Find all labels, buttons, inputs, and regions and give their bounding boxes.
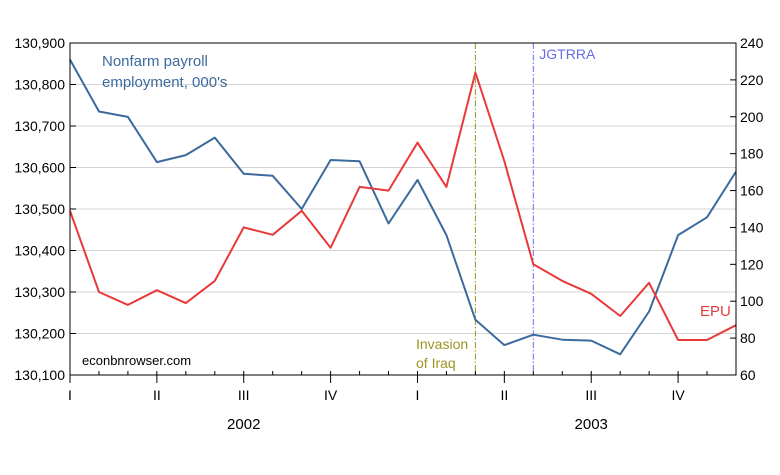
right-tick-label: 180 — [740, 146, 764, 162]
x-quarter-label: IV — [671, 387, 685, 403]
right-tick-label: 140 — [740, 219, 764, 235]
right-tick-label: 240 — [740, 35, 764, 51]
left-tick-label: 130,100 — [14, 367, 65, 383]
right-tick-label: 200 — [740, 109, 764, 125]
left-tick-label: 130,700 — [14, 118, 65, 134]
left-tick-label: 130,400 — [14, 243, 65, 259]
right-tick-label: 60 — [740, 367, 756, 383]
series-lines — [69, 59, 737, 356]
left-tick-label: 130,900 — [14, 35, 65, 51]
series-line — [69, 59, 737, 356]
x-quarter-label: IV — [324, 387, 338, 403]
x-quarter-label: III — [238, 387, 250, 403]
right-tick-label: 220 — [740, 72, 764, 88]
left-axis: 130,100 130,200 130,300 130,400 130,500 130,6… — [14, 35, 76, 383]
annotation-label-jgtrra: JGTRRA — [539, 46, 596, 62]
x-quarter-label: III — [585, 387, 597, 403]
gridlines — [70, 42, 736, 376]
left-tick-label: 130,500 — [14, 201, 65, 217]
annotation-label-invasion: of Iraq — [416, 355, 456, 371]
right-tick-label: 100 — [740, 293, 764, 309]
series-label-payroll: employment, 000's — [102, 74, 227, 91]
right-tick-label: 120 — [740, 256, 764, 272]
x-year-label: 2003 — [575, 416, 608, 433]
chart-labels: Nonfarm payroll employment, 000's EPU Invas… — [82, 46, 731, 371]
x-quarter-label: I — [68, 387, 72, 403]
series-label-epu: EPU — [700, 303, 731, 320]
left-tick-label: 130,600 — [14, 160, 65, 176]
x-quarter-label: II — [153, 387, 161, 403]
left-tick-label: 130,200 — [14, 326, 65, 342]
left-tick-label: 130,300 — [14, 284, 65, 300]
left-tick-label: 130,800 — [14, 77, 65, 93]
series-line — [69, 71, 737, 341]
x-quarter-label: II — [500, 387, 508, 403]
right-tick-label: 80 — [740, 330, 756, 346]
annotation-label-invasion: Invasion — [416, 336, 468, 352]
watermark-text: econbnrowser.com — [82, 353, 191, 368]
right-axis: 60 80 100 120 140 160 180 200 220 240 — [730, 35, 764, 383]
series-label-payroll: Nonfarm payroll — [102, 53, 208, 70]
x-quarter-label: I — [416, 387, 420, 403]
x-year-label: 2002 — [227, 416, 260, 433]
right-tick-label: 160 — [740, 183, 764, 199]
